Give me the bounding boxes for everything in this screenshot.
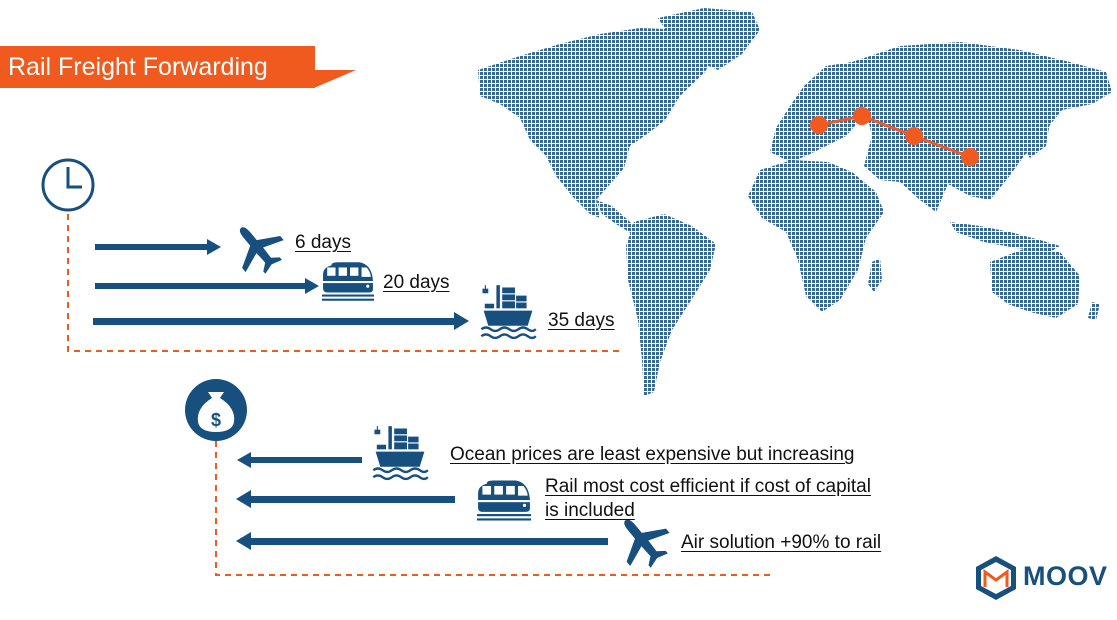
- time-arrow-ocean: [93, 312, 469, 330]
- map-europe: [770, 62, 872, 162]
- map-central-america: [596, 200, 638, 234]
- route-stop: [905, 127, 923, 145]
- cost-label-rail-line1: Rail most cost efficient if cost of capi…: [545, 476, 871, 497]
- map-madagascar: [868, 258, 882, 292]
- moov-logo-icon: [976, 556, 1016, 600]
- title-banner: [0, 46, 315, 88]
- time-bracket: [67, 214, 620, 352]
- train-icon: [477, 480, 531, 521]
- map-north-america: [478, 28, 720, 218]
- cost-arrow-ocean: [237, 452, 362, 468]
- cost-bracket: [215, 441, 770, 576]
- cargo-ship-icon: [480, 284, 538, 340]
- svg-text:$: $: [211, 410, 221, 430]
- money-bag-icon: $: [185, 379, 247, 441]
- route-stop: [961, 148, 979, 166]
- map-asia: [852, 42, 1112, 212]
- map-south-america: [626, 214, 716, 396]
- map-greenland: [658, 8, 760, 70]
- cargo-ship-icon: [372, 425, 430, 481]
- time-arrow-air: [95, 239, 221, 255]
- map-new-zealand: [1088, 302, 1100, 320]
- world-map-icon: [478, 8, 1112, 396]
- page-title: Rail Freight Forwarding: [8, 53, 268, 81]
- time-label-ocean: 35 days: [548, 310, 615, 331]
- cost-arrow-rail: [236, 490, 455, 508]
- time-arrow-rail: [95, 278, 319, 294]
- map-indonesia: [950, 222, 1060, 252]
- train-icon: [322, 262, 374, 301]
- map-africa: [748, 160, 884, 312]
- time-label-air: 6 days: [295, 232, 351, 253]
- cost-arrow-air: [236, 532, 608, 550]
- airplane-icon: [230, 220, 284, 274]
- route-stop: [853, 107, 871, 125]
- map-japan: [1024, 120, 1050, 158]
- cost-label-air: Air solution +90% to rail: [681, 532, 882, 553]
- title-banner-tail: [314, 70, 356, 88]
- rail-route: [810, 107, 979, 166]
- time-label-rail: 20 days: [383, 272, 450, 293]
- cost-label-rail-line2: is included: [545, 500, 635, 521]
- map-australia: [990, 248, 1080, 318]
- brand-name: MOOV: [1023, 561, 1108, 591]
- cost-label-ocean: Ocean prices are least expensive but inc…: [450, 444, 855, 465]
- route-stop: [810, 116, 828, 134]
- clock-icon: [41, 158, 95, 212]
